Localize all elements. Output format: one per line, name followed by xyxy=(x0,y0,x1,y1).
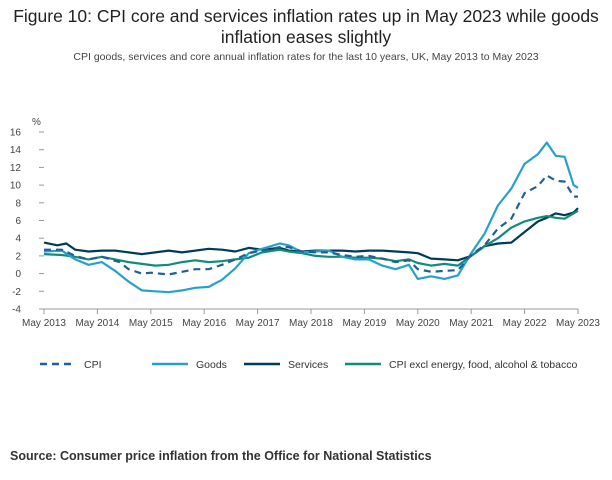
y-axis: -4 -2 0 2 4 6 8 10 12 14 16% xyxy=(10,117,44,316)
y-tick-label: 8 xyxy=(15,198,21,209)
y-tick-label: 4 xyxy=(15,234,21,245)
series-line-goods xyxy=(43,141,579,294)
chart-title: Figure 10: CPI core and services inflati… xyxy=(13,6,599,47)
y-tick-label: 14 xyxy=(10,145,22,156)
y-axis-label: % xyxy=(32,117,41,128)
x-axis: May 2013 May 2014 May 2015 May 2016 May 2017… xyxy=(22,308,600,329)
x-tick-label: May 2013 xyxy=(22,318,66,329)
x-tick-label: May 2017 xyxy=(236,318,280,329)
series-line-cpi xyxy=(44,174,578,276)
legend-label: Services xyxy=(288,359,328,371)
x-tick-label: May 2014 xyxy=(75,318,119,329)
legend-label: CPI excl energy, food, alcohol & tobacco xyxy=(389,359,577,371)
source-note: Source: Consumer price inflation from th… xyxy=(10,449,432,463)
y-tick-label: 0 xyxy=(15,269,21,280)
y-tick-label: 2 xyxy=(15,251,21,262)
x-tick-label: May 2021 xyxy=(449,318,493,329)
y-tick-label: 12 xyxy=(10,163,22,174)
x-tick-label: May 2020 xyxy=(396,318,440,329)
legend-label: Goods xyxy=(196,359,227,371)
x-tick-label: May 2019 xyxy=(342,318,386,329)
chart-subtitle: CPI goods, services and core annual infl… xyxy=(73,51,539,63)
y-tick-label: -4 xyxy=(12,305,21,316)
y-tick-label: 10 xyxy=(10,181,22,192)
x-tick-label: May 2018 xyxy=(289,318,333,329)
y-tick-label: -2 xyxy=(12,287,21,298)
x-tick-label: May 2016 xyxy=(182,318,226,329)
x-tick-label: May 2022 xyxy=(503,318,547,329)
x-tick-label: May 2015 xyxy=(129,318,173,329)
legend-label: CPI xyxy=(84,359,102,371)
series-lines xyxy=(43,141,579,294)
x-tick-label: May 2023 xyxy=(556,318,600,329)
y-tick-label: 6 xyxy=(15,216,21,227)
y-tick-label: 16 xyxy=(10,128,22,139)
legend: CPI Goods Services CPI excl energy, food, a… xyxy=(40,359,577,371)
series-line-cpi xyxy=(43,209,579,267)
